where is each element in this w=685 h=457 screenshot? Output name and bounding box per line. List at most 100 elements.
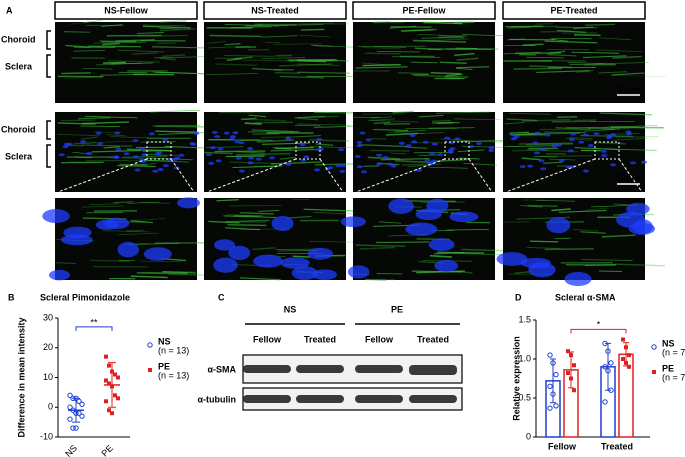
row-label: Sclera [5,61,33,71]
fiber [297,123,351,126]
fiber [413,39,466,43]
column-header-box [502,1,646,20]
fiber [582,55,627,59]
fiber [547,53,577,57]
fiber [387,131,425,135]
nucleus [114,131,121,135]
nucleus [214,135,221,139]
legend-label: (n = 13) [158,370,189,380]
fiber [445,73,463,77]
data-point [547,405,553,411]
nucleus [567,149,574,153]
fiber [144,153,179,157]
fiber [385,132,418,136]
legend-marker [651,344,657,350]
scale-bar-label: 50μm [616,173,640,183]
nucleus [434,259,459,272]
nucleus [388,198,414,214]
nucleus [398,141,405,145]
nucleus [238,141,245,145]
fiber [298,60,327,63]
fiber [207,41,226,44]
fiber [601,234,636,238]
fiber [357,45,407,48]
fiber [242,59,294,62]
micrograph-bg [204,22,346,103]
fiber [80,136,99,140]
nucleus [544,133,551,137]
micrograph [503,22,666,103]
fiber [159,27,180,30]
nucleus [61,234,93,246]
nucleus [488,145,495,149]
fiber [118,49,165,53]
nucleus [626,132,633,136]
fiber [552,38,568,42]
nucleus [601,153,608,157]
fiber [304,116,339,118]
nucleus [409,133,416,137]
blot-band [409,395,457,403]
fiber [96,62,142,66]
fiber [285,135,321,138]
fiber [355,66,408,69]
fiber [452,252,505,256]
nucleus [95,219,119,230]
nucleus [173,166,180,170]
fiber [612,137,647,141]
nucleus [429,151,436,155]
fiber [273,43,323,45]
nucleus [405,144,412,148]
fiber [132,52,158,55]
y-tick-label: 30 [43,312,53,322]
fiber [240,277,281,281]
nucleus [339,169,346,173]
blot-band [296,395,344,403]
nucleus [444,136,451,140]
fiber [81,144,133,147]
fiber [155,125,205,128]
fiber [80,125,121,127]
zoom-line [57,158,148,193]
fiber [204,151,233,155]
nucleus [229,137,236,141]
bracket [46,54,51,78]
row-label: Choroid [1,124,36,134]
legend-label: (n = 7) [662,372,685,382]
nucleus [193,131,200,135]
data-point [113,393,117,398]
nucleus [630,161,637,165]
fiber [365,278,387,281]
fiber [572,26,594,30]
y-tick-label: 0 [48,402,53,412]
fiber [362,63,401,67]
panel-label: B [8,292,15,302]
nucleus [285,162,292,166]
fiber [457,149,485,153]
nucleus [139,147,146,151]
fiber [544,247,594,251]
fiber [429,254,452,258]
fiber [130,220,153,224]
fiber [463,162,498,166]
nucleus [513,135,520,139]
fiber [446,229,489,231]
zoom-line [206,158,297,193]
micrograph [340,198,505,281]
nucleus [365,138,372,142]
fiber [358,144,407,148]
nucleus [376,153,383,157]
nucleus [217,147,224,151]
zoom-box [444,141,470,160]
fiber [57,133,101,137]
nucleus [209,146,216,150]
micrograph [353,110,515,192]
data-point [569,353,573,358]
fiber [63,31,90,33]
nucleus [356,165,363,169]
fiber [580,231,606,234]
fiber [533,156,558,158]
nucleus [211,130,218,134]
nucleus [568,138,575,142]
fiber [401,29,433,32]
